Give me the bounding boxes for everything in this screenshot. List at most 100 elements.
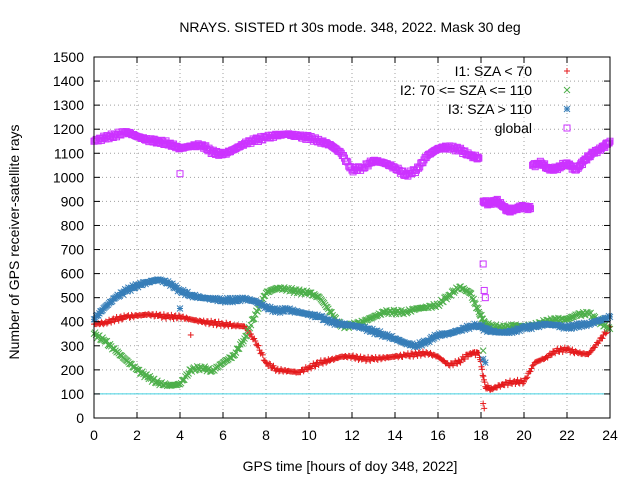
- legend-marker-plus-icon: [564, 68, 570, 74]
- series-1-main-point: [259, 351, 266, 358]
- legend-label: global: [495, 120, 532, 136]
- x-tick-label: 4: [176, 427, 184, 443]
- series-3-outlier-point: [481, 359, 489, 367]
- y-tick-label: 300: [61, 338, 85, 354]
- series-1-main-point: [569, 346, 576, 353]
- x-tick-label: 16: [430, 427, 446, 443]
- x-tick-label: 0: [90, 427, 98, 443]
- y-tick-label: 1200: [53, 121, 84, 137]
- x-tick-label: 20: [516, 427, 532, 443]
- y-tick-label: 500: [61, 290, 85, 306]
- series-2-main-point: [320, 299, 328, 307]
- series-1-main-point: [215, 318, 222, 325]
- series-4-outlier-point: [176, 170, 184, 178]
- series-1-outlier-point: [187, 331, 194, 338]
- series-1-main-point: [266, 360, 273, 367]
- series-1-main-point: [502, 379, 509, 386]
- series-2-main-point: [226, 354, 233, 361]
- series-1-main-point: [365, 353, 372, 360]
- series-1-main-point: [163, 315, 170, 322]
- y-tick-label: 1300: [53, 97, 84, 113]
- series-2-main-point: [467, 290, 475, 297]
- x-tick-label: 8: [262, 427, 270, 443]
- series-2-main-point: [569, 313, 576, 321]
- x-tick-label: 2: [133, 427, 141, 443]
- y-tick-label: 800: [61, 217, 85, 233]
- series-1-main-point: [115, 317, 122, 324]
- series-2-main-point: [201, 363, 209, 371]
- series-1-main-point: [457, 359, 464, 366]
- y-axis-label: Number of GPS receiver-satellite rays: [6, 125, 22, 360]
- series-1-outlier-point: [480, 400, 487, 407]
- series-1-main-point: [303, 365, 310, 372]
- series-1-main-point: [461, 355, 468, 362]
- series-2-main-point: [465, 289, 473, 296]
- series-1-main-point: [480, 373, 487, 380]
- series-1-main-point: [595, 340, 602, 347]
- series-1-main-point: [517, 377, 524, 384]
- series-4-main-point: [473, 155, 481, 163]
- series-4-main-point: [474, 153, 482, 161]
- series-1-main-point: [255, 342, 262, 349]
- series-1-main-point: [170, 315, 177, 322]
- series-1-main-point: [282, 367, 289, 374]
- y-tick-label: 600: [61, 266, 85, 282]
- y-tick-label: 100: [61, 386, 85, 402]
- series-1-main-point: [548, 351, 555, 358]
- series-2-main-point: [154, 377, 161, 385]
- series-2-main-point: [102, 338, 110, 345]
- series-4-main-point: [472, 154, 480, 162]
- series-2-main-point: [235, 345, 243, 353]
- series-1-main-point: [465, 353, 472, 360]
- series-1-main-point: [315, 362, 322, 369]
- series-4-main-point: [420, 156, 428, 164]
- series-1-main-point: [518, 377, 525, 384]
- series-4-main-point: [205, 144, 213, 152]
- series-1-main-point: [312, 363, 319, 370]
- series-1-main-point: [357, 353, 364, 360]
- series-1-main-point: [175, 312, 182, 319]
- series-1-main-point: [213, 322, 220, 329]
- series-1-main-point: [599, 335, 606, 342]
- x-tick-label: 18: [473, 427, 489, 443]
- series-1-main-point: [108, 319, 115, 326]
- y-tick-label: 1000: [53, 169, 84, 185]
- series-1-main-point: [587, 348, 594, 355]
- series-2-outlier-point: [479, 347, 487, 354]
- series-1-main-point: [260, 357, 267, 364]
- y-tick-label: 700: [61, 242, 85, 258]
- series-4-outlier-point: [480, 286, 488, 294]
- series-2-main-point: [247, 321, 255, 329]
- legend-marker-star-icon: [563, 105, 571, 113]
- series-2-main-point: [472, 300, 479, 308]
- series-2-main-point: [605, 324, 613, 331]
- series-3-main-point: [605, 312, 613, 320]
- series-4-outlier-point: [481, 294, 489, 302]
- series-1-main-point: [206, 321, 213, 328]
- series-1-main-point: [270, 362, 277, 369]
- x-axis-label: GPS time [hours of doy 348, 2022]: [243, 458, 458, 474]
- series-1-main-point: [481, 379, 488, 386]
- series-1-main-point: [527, 368, 534, 375]
- series-1-main-point: [304, 366, 311, 373]
- series-1-main-point: [529, 362, 536, 369]
- series-1-main-point: [250, 336, 257, 343]
- series-1-main-point: [367, 357, 374, 364]
- series-2-main-point: [270, 286, 277, 293]
- series-2-main-point: [233, 345, 241, 353]
- series-2-main-point: [178, 377, 186, 384]
- series-2-main-point: [304, 289, 312, 297]
- series-2-main-point: [242, 332, 249, 340]
- series-4-outlier-point: [479, 260, 487, 268]
- y-tick-label: 200: [61, 362, 85, 378]
- legend-marker-x-icon: [563, 86, 571, 94]
- series-2-main-point: [150, 375, 158, 383]
- series-4-main-point: [343, 157, 351, 165]
- series-1-outlier-point: [481, 405, 488, 412]
- legend-label: I3: SZA > 110: [448, 101, 532, 117]
- series-1-main-point: [251, 335, 258, 342]
- series-1-main-point: [474, 349, 481, 356]
- series-1-main-point: [103, 320, 110, 327]
- series-2-main-point: [474, 305, 482, 313]
